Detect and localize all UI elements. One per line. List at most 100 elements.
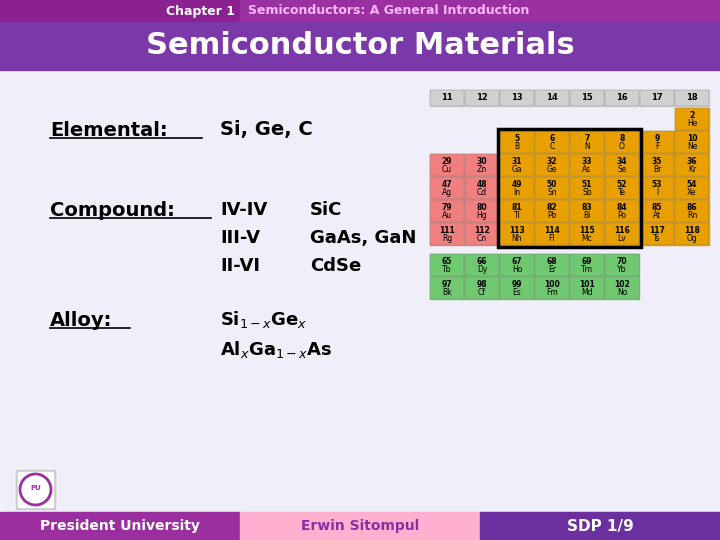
Text: Fm: Fm	[546, 288, 558, 298]
Text: Dy: Dy	[477, 265, 487, 274]
Text: 31: 31	[512, 157, 522, 166]
Bar	[430, 200, 464, 222]
Bar	[500, 154, 534, 176]
Text: 30: 30	[477, 157, 487, 166]
Text: 18: 18	[686, 93, 698, 103]
Bar	[570, 254, 604, 276]
Bar	[570, 223, 604, 245]
Text: 118: 118	[684, 226, 700, 235]
Bar	[535, 131, 569, 153]
Bar	[430, 277, 464, 299]
Bar	[430, 177, 464, 199]
Bar	[605, 131, 639, 153]
Bar	[675, 223, 709, 245]
Bar	[465, 223, 499, 245]
Bar	[675, 131, 709, 153]
Bar	[675, 154, 709, 176]
Bar	[640, 90, 674, 106]
Bar	[465, 223, 499, 245]
Text: 99: 99	[512, 280, 522, 289]
Text: Er: Er	[548, 265, 556, 274]
Text: Cf: Cf	[478, 288, 486, 298]
Text: As: As	[582, 165, 592, 174]
Text: Mc: Mc	[582, 234, 593, 244]
Bar	[465, 277, 499, 299]
Bar	[570, 223, 604, 245]
Text: Compound:: Compound:	[50, 200, 175, 219]
Text: 49: 49	[512, 180, 522, 189]
Bar	[16, 470, 55, 509]
Text: Ho: Ho	[512, 265, 522, 274]
Bar	[570, 200, 604, 222]
Text: 8: 8	[619, 134, 625, 143]
Bar	[640, 177, 674, 199]
Bar	[675, 200, 709, 222]
Text: 5: 5	[514, 134, 520, 143]
Bar	[465, 177, 499, 199]
Text: 51: 51	[582, 180, 592, 189]
Bar	[500, 277, 534, 299]
Bar	[570, 277, 604, 299]
Text: Bk: Bk	[442, 288, 452, 298]
Text: 12: 12	[476, 93, 488, 103]
Text: Og: Og	[687, 234, 698, 244]
Bar	[675, 223, 709, 245]
Text: O: O	[619, 143, 625, 151]
Bar	[500, 200, 534, 222]
Bar	[430, 90, 464, 106]
Text: 67: 67	[512, 256, 522, 266]
Bar	[640, 131, 674, 153]
Bar	[465, 154, 499, 176]
Bar	[500, 131, 534, 153]
Bar	[570, 277, 604, 299]
Text: Si, Ge, C: Si, Ge, C	[220, 120, 312, 139]
Text: 2: 2	[689, 111, 695, 120]
Bar	[605, 223, 639, 245]
Text: Pb: Pb	[547, 211, 557, 220]
Text: Hg: Hg	[477, 211, 487, 220]
Text: Erwin Sitompul: Erwin Sitompul	[301, 519, 419, 533]
Text: 102: 102	[614, 280, 630, 289]
Text: III-V: III-V	[220, 229, 260, 247]
Text: Tm: Tm	[581, 265, 593, 274]
Text: 117: 117	[649, 226, 665, 235]
Text: 50: 50	[546, 180, 557, 189]
Text: Br: Br	[653, 165, 661, 174]
Text: CdSe: CdSe	[310, 257, 361, 275]
Text: 85: 85	[652, 202, 662, 212]
Text: 66: 66	[477, 256, 487, 266]
Bar	[240, 512, 480, 540]
Bar	[0, 22, 720, 70]
Bar	[675, 108, 709, 130]
Text: Semiconductor Materials: Semiconductor Materials	[145, 31, 575, 60]
Text: Ga: Ga	[512, 165, 522, 174]
Bar	[570, 177, 604, 199]
Text: 13: 13	[511, 93, 523, 103]
Bar	[465, 254, 499, 276]
Text: Sn: Sn	[547, 188, 557, 197]
Bar	[240, 0, 720, 22]
Bar	[465, 90, 499, 106]
Bar	[640, 200, 674, 222]
Text: Ag: Ag	[442, 188, 452, 197]
Text: Ne: Ne	[687, 143, 697, 151]
Bar	[605, 223, 639, 245]
Bar	[465, 200, 499, 222]
Bar	[535, 200, 569, 222]
Text: 84: 84	[617, 202, 627, 212]
Bar	[430, 154, 464, 176]
Text: Cu: Cu	[442, 165, 452, 174]
Bar	[465, 90, 499, 106]
Text: Zn: Zn	[477, 165, 487, 174]
Bar	[430, 154, 464, 176]
Bar	[535, 254, 569, 276]
Bar	[605, 90, 639, 106]
Bar	[605, 154, 639, 176]
Bar	[430, 223, 464, 245]
Bar	[535, 254, 569, 276]
Text: 81: 81	[512, 202, 522, 212]
Text: Si$_{1-x}$Ge$_{x}$: Si$_{1-x}$Ge$_{x}$	[220, 309, 307, 330]
Bar	[0, 0, 720, 22]
Bar	[675, 154, 709, 176]
Bar	[675, 177, 709, 199]
